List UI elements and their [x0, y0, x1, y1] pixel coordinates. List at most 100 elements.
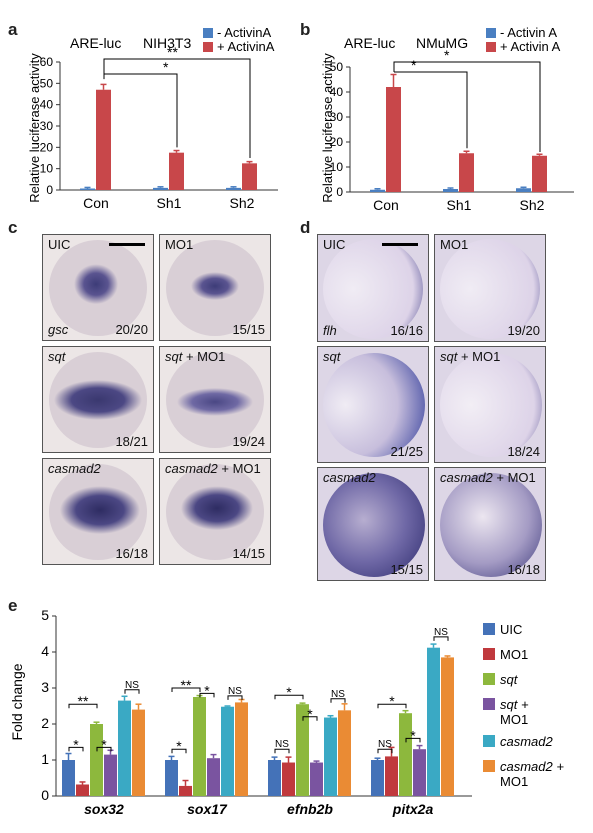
sig-label: * [389, 693, 395, 709]
sig-label: ** [78, 693, 89, 709]
chart-b-reporter: ARE-luc [344, 35, 395, 51]
bar [427, 647, 440, 796]
chart-b-sig-2: * [444, 47, 450, 63]
x-tick-label: efnb2b [287, 801, 333, 817]
bar [118, 700, 131, 796]
sig-label: * [410, 727, 416, 743]
y-tick-label: 40 [40, 98, 54, 112]
embryo-image [323, 239, 423, 339]
sig-bracket [227, 695, 243, 700]
panel-d-cell-sqt: sqt 21/25 [317, 346, 429, 463]
bar [153, 187, 168, 190]
cell-label: UIC [48, 237, 71, 252]
sig-bracket [103, 58, 251, 158]
panel-c-cell-sqt-mo1: sqt + MO1 19/24 [159, 346, 271, 453]
y-tick-label: 3 [41, 679, 49, 695]
chart-e-ylabel: Fold change [9, 663, 25, 740]
chart-b-legend-minus: - Activin A [500, 25, 557, 40]
bar [399, 713, 412, 796]
sig-label: ** [181, 677, 192, 693]
bar [193, 697, 206, 796]
cell-label: sqt + MO1 [165, 349, 226, 364]
bar [242, 163, 257, 190]
embryo-image [49, 240, 147, 336]
sig-label: NS [125, 680, 139, 691]
chart-a-legend-swatch-minus [203, 28, 213, 38]
cell-label: MO1 [440, 237, 469, 252]
panel-c-cell-mo1: MO1 15/15 [159, 234, 271, 341]
chart-a: ARE-luc NIH3T3 - ActivinA + ActivinA Rel… [27, 25, 278, 211]
bar [413, 749, 426, 796]
chart-b-legend-swatch-minus [486, 28, 496, 38]
x-tick-label: sox32 [84, 801, 124, 817]
bar [169, 152, 184, 190]
bar [371, 760, 384, 796]
x-tick-label: Con [83, 195, 109, 211]
y-tick-label: 50 [40, 76, 54, 90]
chart-b-cell-line: NMuMG [416, 35, 468, 51]
sig-bracket [199, 692, 215, 698]
cell-label: casmad2 + MO1 [440, 470, 536, 485]
chart-b-legend-plus: + Activin A [500, 39, 561, 54]
sig-bracket [124, 689, 140, 694]
bar [62, 760, 75, 796]
y-tick-label: 10 [40, 162, 54, 176]
chart-b: ARE-luc NMuMG - Activin A + Activin A Re… [320, 25, 574, 213]
cell-count: 18/21 [115, 434, 148, 449]
sig-label: NS [434, 627, 448, 638]
bar [386, 87, 401, 192]
bar [96, 89, 111, 190]
sig-bracket [171, 748, 187, 754]
cell-count: 18/24 [507, 444, 540, 459]
panel-e-letter: e [8, 596, 18, 615]
y-tick-label: 4 [41, 643, 49, 659]
bar [324, 717, 337, 796]
legend-swatch-casmad2 [483, 735, 495, 747]
embryo-image [49, 464, 147, 560]
panel-d-cell-uic: UIC flh 16/16 [317, 234, 429, 342]
x-tick-label: Sh1 [157, 195, 182, 211]
bar [226, 187, 241, 190]
bar [282, 762, 295, 796]
panel-d-cell-casmad2: casmad2 15/15 [317, 467, 429, 581]
legend-swatch-sqt-mo1 [483, 698, 495, 710]
legend-swatch-uic [483, 623, 495, 635]
cell-label: casmad2 [323, 470, 376, 485]
cell-label: sqt [323, 349, 341, 364]
legend-label-sqt-mo1-line2: MO1 [500, 712, 528, 727]
chart-a-sig-1: * [163, 59, 169, 75]
sig-label: NS [378, 739, 392, 750]
panel-c-cell-casmad2: casmad2 16/18 [42, 458, 154, 565]
chart-a-reporter: ARE-luc [70, 35, 121, 51]
sig-bracket [96, 746, 112, 752]
chart-a-cell-line: NIH3T3 [143, 35, 191, 51]
bar [338, 710, 351, 796]
legend-label-casmad2-mo1-line2: MO1 [500, 774, 528, 789]
x-tick-label: Sh1 [447, 197, 472, 213]
cell-count: 19/20 [507, 323, 540, 338]
bar [296, 704, 309, 796]
embryo-image [166, 464, 264, 560]
cell-count: 20/20 [115, 322, 148, 337]
x-tick-label: Con [373, 197, 399, 213]
legend-swatch-casmad2-mo1 [483, 760, 495, 772]
legend-label-sqt: sqt [500, 672, 519, 687]
legend-swatch-sqt [483, 673, 495, 685]
y-tick-label: 10 [330, 160, 344, 174]
sig-bracket [302, 716, 318, 721]
chart-b-plot: 0 10 20 30 40 50 Con Sh1 Sh2 [330, 60, 574, 213]
scale-bar [382, 243, 418, 246]
panel-d-cell-casmad2-mo1: casmad2 + MO1 16/18 [434, 467, 546, 581]
sig-label: * [73, 736, 79, 752]
bar [132, 709, 145, 796]
y-tick-label: 50 [330, 60, 344, 74]
y-tick-label: 20 [40, 140, 54, 154]
y-tick-label: 5 [41, 607, 49, 623]
sig-bracket [405, 737, 421, 743]
sig-bracket [330, 698, 346, 703]
sig-bracket [274, 694, 304, 700]
chart-a-legend-minus: - ActivinA [217, 25, 272, 40]
cell-count: 14/15 [232, 546, 265, 561]
bar [165, 760, 178, 796]
